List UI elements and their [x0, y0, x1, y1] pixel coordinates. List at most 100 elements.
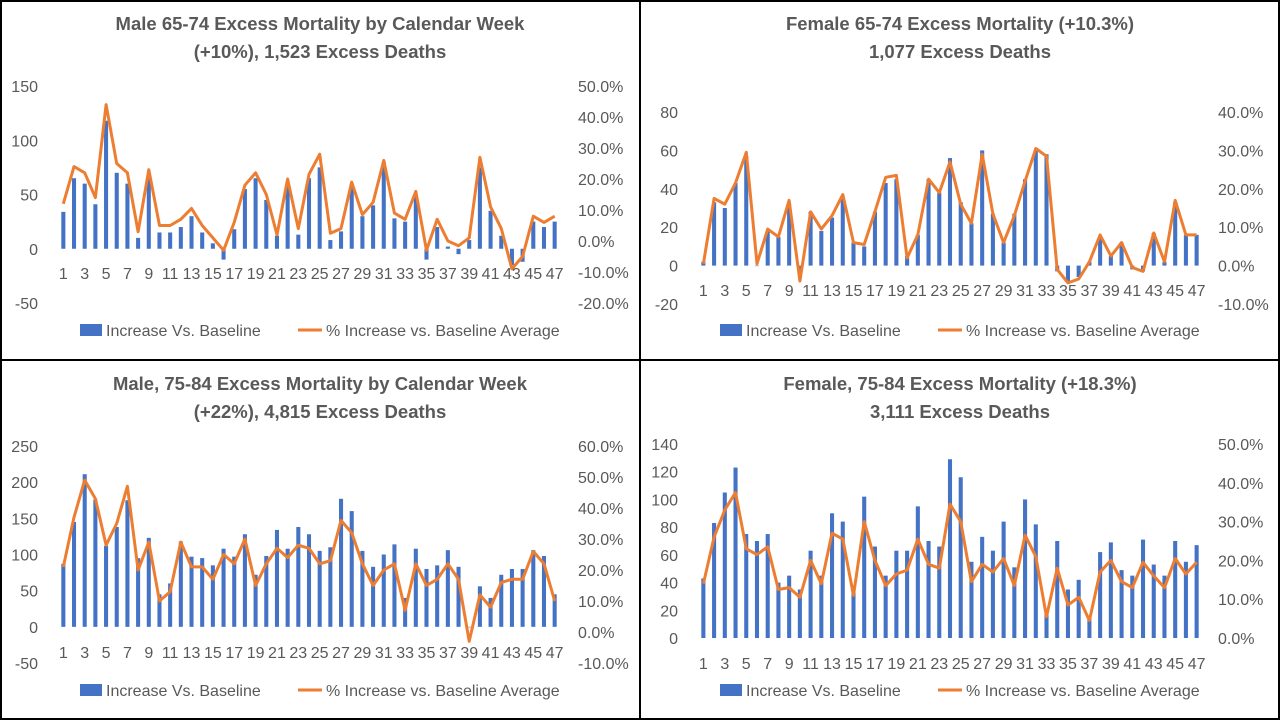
x-axis-tick-label: 45 — [1166, 656, 1184, 673]
x-axis-tick-label: 11 — [162, 266, 179, 283]
bar-week-4 — [93, 204, 98, 249]
bar-week-12 — [819, 575, 824, 638]
bar-week-20 — [264, 199, 269, 249]
bar-week-22 — [285, 183, 290, 249]
y-axis-tick-label: 0 — [29, 620, 38, 637]
x-axis-tick-label: 11 — [802, 283, 819, 300]
x-axis-tick-label: 5 — [742, 283, 751, 300]
y-axis-tick-label: 0 — [669, 259, 678, 276]
y2-axis-tick-label: 40.0% — [578, 110, 623, 127]
y-axis-tick-label: 0 — [29, 242, 38, 259]
bar-week-14 — [200, 558, 205, 627]
x-axis-tick-label: 39 — [1102, 656, 1120, 673]
bar-week-36 — [435, 227, 440, 249]
x-axis-tick-label: 5 — [102, 645, 111, 662]
y-axis-tick-label: -50 — [15, 296, 38, 313]
x-axis-tick-label: 21 — [268, 645, 286, 662]
bar-week-3 — [82, 183, 87, 249]
x-axis-tick-label: 45 — [524, 645, 542, 662]
bar-week-10 — [797, 589, 802, 638]
x-axis-tick-label: 21 — [909, 283, 927, 300]
bar-week-22 — [926, 179, 931, 266]
bar-week-22 — [285, 548, 290, 627]
bar-week-15 — [851, 242, 856, 266]
bar-week-47 — [552, 221, 557, 249]
chart-svg: Female, 75-84 Excess Mortality (+18.3%) 3… — [651, 373, 1263, 700]
bar-week-34 — [413, 548, 418, 627]
chart-title-line: Male 65-74 Excess Mortality by Calendar … — [116, 13, 526, 34]
bar-week-29 — [1001, 521, 1006, 638]
bar-week-2 — [712, 522, 717, 638]
y2-axis-tick-label: 30.0% — [1218, 515, 1263, 532]
x-axis-tick-label: 19 — [247, 266, 265, 283]
bar-week-21 — [915, 506, 920, 638]
bar-week-13 — [830, 217, 835, 266]
bar-week-3 — [82, 474, 87, 627]
legend-bar-swatch — [80, 684, 102, 696]
percent-increase-line — [701, 147, 1197, 285]
x-axis-tick-label: 47 — [546, 645, 564, 662]
chart-title-line: 1,077 Excess Deaths — [869, 41, 1051, 62]
chart-title-line: Female, 75-84 Excess Mortality (+18.3%) — [783, 373, 1136, 394]
chart-panel-male-75-84: Male, 75-84 Excess Mortality by Calendar… — [0, 360, 640, 720]
bar-week-27 — [339, 498, 344, 627]
x-axis-tick-label: 15 — [204, 645, 222, 662]
x-axis-tick-label: 7 — [763, 656, 772, 673]
bar-week-6 — [114, 172, 119, 249]
bar-week-25 — [317, 167, 322, 249]
bar-week-18 — [242, 534, 247, 627]
bar-week-42 — [499, 574, 504, 627]
x-axis-tick-label: 37 — [1081, 656, 1099, 673]
bar-week-7 — [765, 231, 770, 266]
chart-title-line: 3,111 Excess Deaths — [870, 401, 1050, 422]
bar-week-47 — [1194, 545, 1199, 638]
bar-week-45 — [531, 550, 536, 627]
x-axis-tick-label: 17 — [225, 645, 243, 662]
y-axis-tick-label: 20 — [660, 603, 678, 620]
x-axis-tick-label: 11 — [802, 656, 819, 673]
bar-week-9 — [787, 204, 792, 266]
x-axis-tick-label: 33 — [396, 645, 414, 662]
legend-bar-swatch — [720, 324, 742, 336]
x-axis-tick-label: 25 — [952, 656, 970, 673]
bar-week-13 — [830, 513, 835, 638]
x-axis-tick-label: 29 — [995, 656, 1013, 673]
x-axis-tick-label: 35 — [1059, 283, 1077, 300]
chart-title-line: Male, 75-84 Excess Mortality by Calendar… — [113, 373, 528, 394]
x-axis-tick-label: 13 — [183, 645, 201, 662]
legend-line-label: % Increase vs. Baseline Average — [326, 683, 560, 700]
bar-week-6 — [754, 541, 760, 638]
x-axis-tick-label: 43 — [1145, 656, 1163, 673]
frame-vertical-divider — [639, 0, 641, 720]
bar-week-24 — [947, 459, 953, 638]
bar-week-40 — [477, 167, 482, 249]
y2-axis-tick-label: -20.0% — [578, 296, 629, 313]
bar-week-26 — [328, 240, 333, 249]
x-axis-tick-label: 27 — [973, 656, 991, 673]
bar-week-29 — [360, 550, 365, 627]
bar-week-14 — [200, 232, 205, 249]
x-axis-tick-label: 21 — [268, 266, 286, 283]
bar-week-40 — [1119, 242, 1124, 266]
legend-bar-label: Increase Vs. Baseline — [106, 323, 261, 340]
y-axis-tick-label: 50 — [20, 188, 38, 205]
x-axis-tick-label: 35 — [418, 645, 436, 662]
bar-week-31 — [381, 554, 386, 627]
x-axis-tick-label: 3 — [720, 656, 729, 673]
x-axis-tick-label: 23 — [289, 645, 307, 662]
bar-week-20 — [264, 555, 269, 627]
bar-week-27 — [339, 231, 344, 249]
y2-axis-tick-label: 60.0% — [578, 439, 623, 456]
x-axis-tick-label: 47 — [1188, 283, 1206, 300]
chart-svg: Male 65-74 Excess Mortality by Calendar … — [11, 13, 629, 340]
bar-week-27 — [980, 150, 985, 266]
bar-week-12 — [819, 231, 824, 266]
x-axis-tick-label: 29 — [354, 645, 372, 662]
bar-week-5 — [744, 156, 749, 266]
bar-week-12 — [178, 227, 183, 249]
bar-week-23 — [937, 546, 942, 638]
y-axis-tick-label: -20 — [655, 297, 678, 314]
bar-week-33 — [403, 597, 408, 627]
chart-panel-female-75-84: Female, 75-84 Excess Mortality (+18.3%) 3… — [640, 360, 1280, 720]
bar-week-43 — [509, 568, 514, 627]
